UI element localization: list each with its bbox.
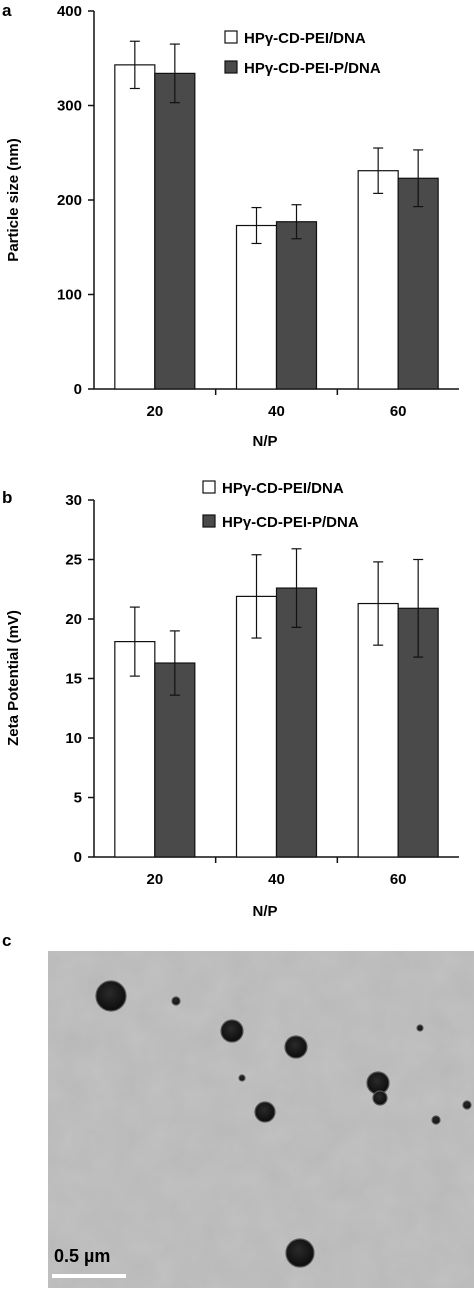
panel-label-a: a [2, 1, 12, 20]
chart-b-ylabel: Zeta Potential (mV) [5, 610, 22, 746]
panel-label-b: b [2, 488, 12, 507]
chart-a-y-tick-label: 0 [74, 381, 82, 398]
panel-label-c: c [2, 931, 11, 950]
chart-a-y-tick-label: 100 [57, 287, 82, 304]
nanoparticle [254, 1101, 276, 1123]
legend-swatch-series-1 [224, 30, 238, 44]
chart-a-ylabel: Particle size (nm) [5, 138, 22, 261]
nanoparticle [285, 1238, 315, 1268]
nanoparticle [220, 1019, 244, 1043]
chart-b-bar-series-2 [275, 587, 318, 858]
chart-b-legend: HPγ-CD-PEI/DNA HPγ-CD-PEI-P/DNA [202, 480, 359, 531]
legend-swatch-series-2 [202, 514, 216, 528]
nanoparticle [462, 1100, 472, 1110]
chart-b-x-tick-label: 60 [390, 871, 407, 888]
chart-particle-size: 0 100 200 300 400 20 40 60 [57, 3, 459, 420]
legend-label-series-2: HPγ-CD-PEI-P/DNA [222, 514, 359, 531]
chart-a-bar-series-2 [397, 177, 439, 390]
tem-micrograph: 0.5 µm [48, 951, 474, 1288]
scale-bar-label: 0.5 µm [54, 1246, 110, 1266]
chart-a-bar-series-1 [114, 64, 156, 390]
chart-a-x-tick-label: 20 [146, 403, 163, 420]
chart-a-bar-series-1 [235, 224, 278, 390]
chart-a-y-tick-label: 400 [57, 3, 82, 20]
chart-a-y-tick-label: 200 [57, 192, 82, 209]
chart-a-bar-series-2 [275, 221, 318, 390]
legend-swatch-series-1 [202, 480, 216, 494]
chart-b-y-tick-label: 30 [65, 492, 82, 509]
chart-b-y-tick-label: 10 [65, 730, 82, 747]
chart-b-y-tick-label: 5 [74, 790, 82, 807]
chart-a-y-tick-label: 300 [57, 98, 82, 115]
nanoparticle [372, 1090, 388, 1106]
nanoparticle [238, 1074, 246, 1082]
chart-b-xlabel: N/P [252, 903, 277, 920]
chart-a-x-tick-label: 60 [390, 403, 407, 420]
legend-swatch-series-2 [224, 60, 238, 74]
chart-b-bar-series-1 [114, 641, 156, 858]
chart-a-bar-series-1 [357, 170, 399, 390]
chart-zeta-potential: 0 5 10 15 20 25 30 20 40 60 [65, 492, 459, 888]
chart-b-y-tick-label: 0 [74, 849, 82, 866]
chart-a-xlabel: N/P [252, 433, 277, 450]
chart-a-bar-series-2 [154, 72, 196, 390]
legend-label-series-1: HPγ-CD-PEI/DNA [244, 30, 366, 47]
legend-label-series-2: HPγ-CD-PEI-P/DNA [244, 60, 381, 77]
nanoparticle [284, 1035, 308, 1059]
nanoparticles [95, 980, 472, 1268]
nanoparticle [431, 1115, 441, 1125]
chart-a-x-tick-label: 40 [268, 403, 285, 420]
legend-label-series-1: HPγ-CD-PEI/DNA [222, 480, 344, 497]
nanoparticle [416, 1024, 424, 1032]
nanoparticle [95, 980, 127, 1012]
chart-a-legend: HPγ-CD-PEI/DNA HPγ-CD-PEI-P/DNA [224, 30, 381, 77]
chart-b-y-tick-label: 20 [65, 611, 82, 628]
chart-b-y-tick-label: 25 [65, 552, 82, 569]
chart-b-x-tick-label: 20 [146, 871, 163, 888]
nanoparticle [171, 996, 181, 1006]
chart-b-y-tick-label: 15 [65, 671, 82, 688]
chart-b-x-tick-label: 40 [268, 871, 285, 888]
